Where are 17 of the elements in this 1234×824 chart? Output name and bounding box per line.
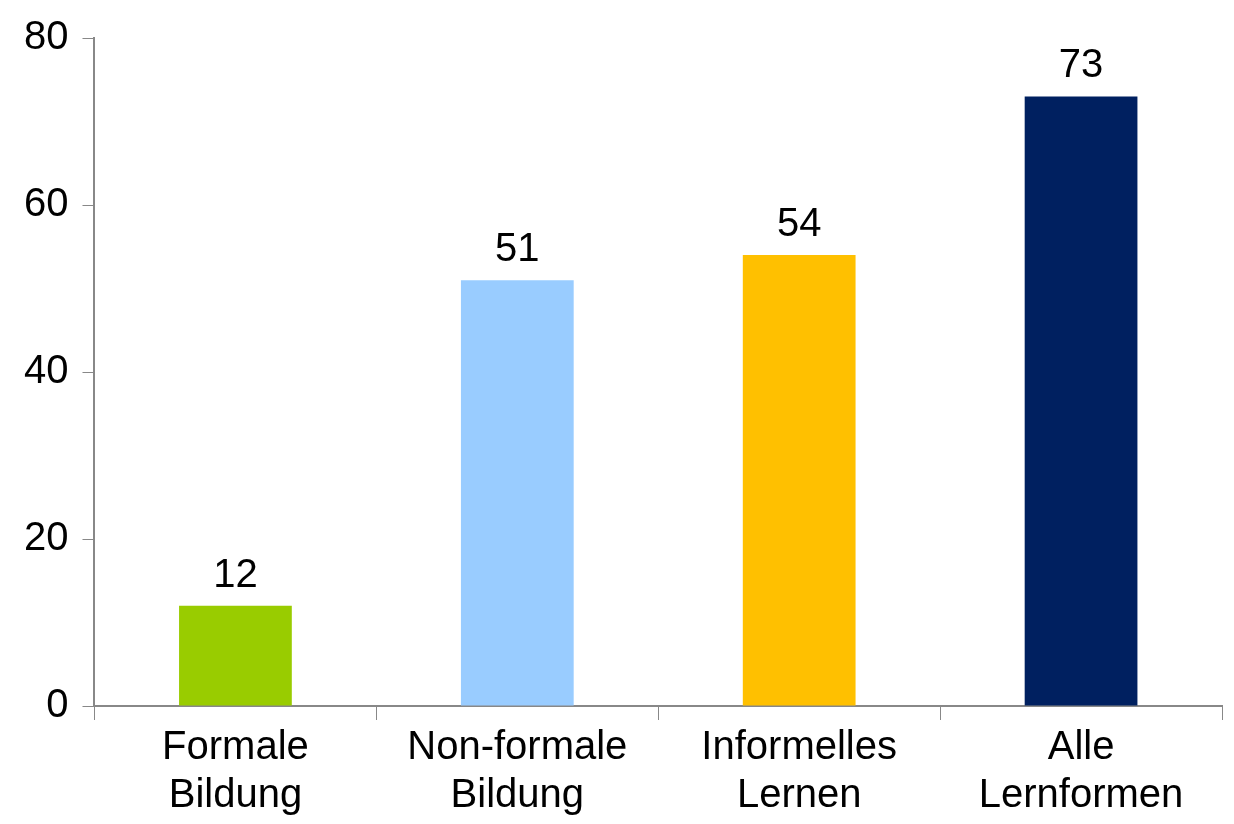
x-tick-label: Alle Lernformen <box>978 723 1184 816</box>
data-label: 51 <box>495 225 540 270</box>
x-tick-label: Formale Bildung <box>162 723 309 816</box>
y-tick-label: 40 <box>23 347 69 392</box>
x-tick-label: Informelles Lernen <box>701 723 897 816</box>
bar <box>460 280 574 706</box>
data-label: 73 <box>1058 41 1104 86</box>
data-label: 12 <box>213 550 258 595</box>
bar <box>179 605 292 706</box>
data-label: 54 <box>776 200 822 245</box>
y-tick-label: 60 <box>23 180 69 225</box>
y-tick-label: 80 <box>23 13 69 58</box>
x-tick-label: Non-formale Bildung <box>407 723 628 816</box>
bar <box>742 255 856 706</box>
y-tick-label: 0 <box>46 681 69 726</box>
y-tick-label: 20 <box>23 514 69 559</box>
bar <box>1024 96 1138 706</box>
